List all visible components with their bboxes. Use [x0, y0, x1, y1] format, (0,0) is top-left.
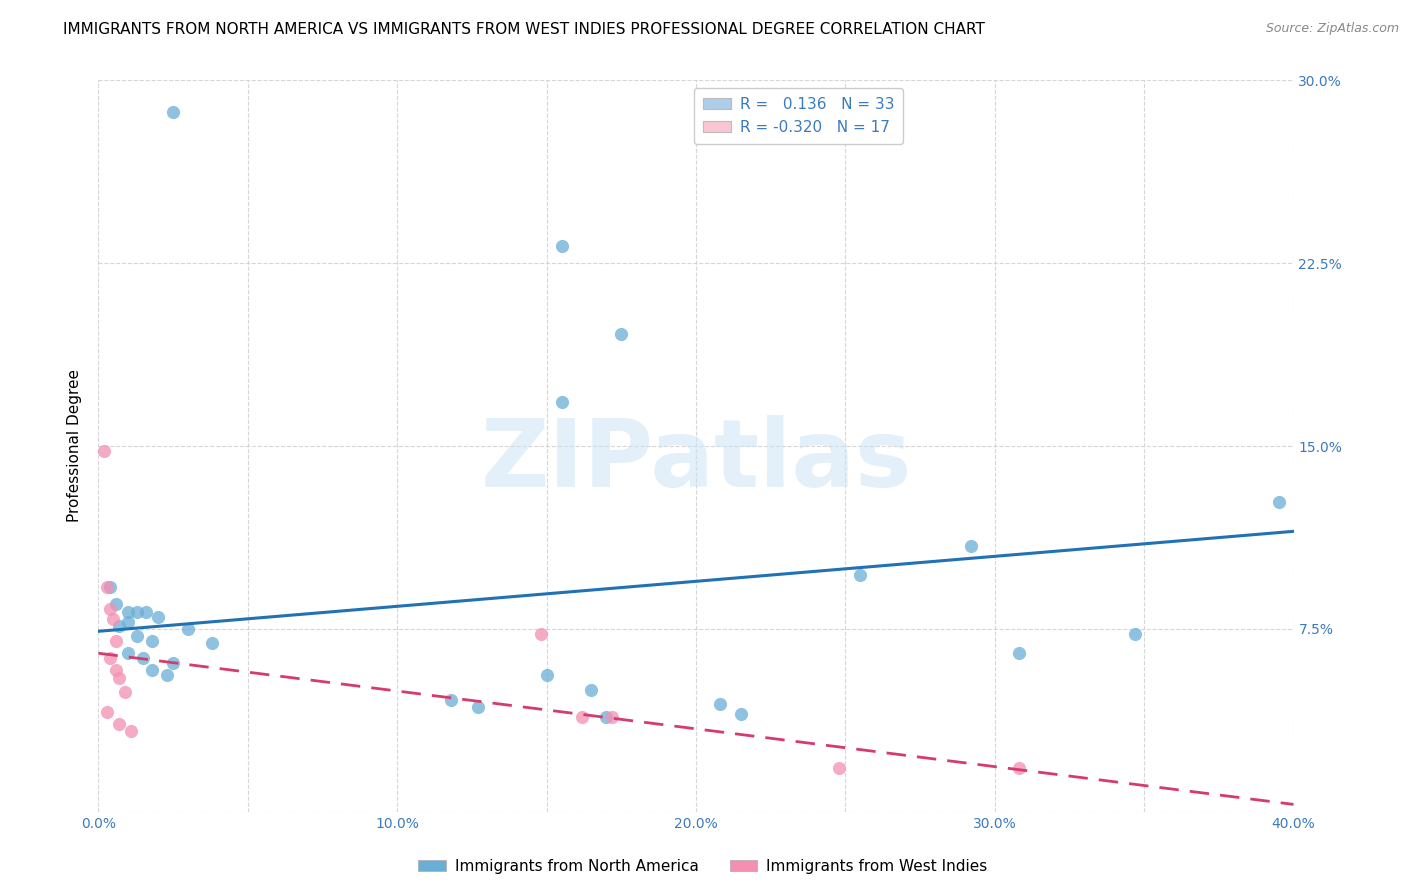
Point [536, 668, 558, 682]
Point [529, 626, 551, 640]
Point [602, 709, 624, 723]
Point [96, 705, 118, 719]
Point [467, 699, 489, 714]
Point [148, 609, 170, 624]
Point [127, 629, 149, 643]
Point [105, 663, 128, 677]
Point [1267, 495, 1289, 509]
Point [108, 671, 131, 685]
Point [571, 709, 593, 723]
Point [550, 239, 572, 253]
Point [1007, 646, 1029, 660]
Point [105, 598, 128, 612]
Text: ZIPatlas: ZIPatlas [481, 415, 911, 507]
Point [162, 656, 184, 670]
Legend: R =   0.136   N = 33, R = -0.320   N = 17: R = 0.136 N = 33, R = -0.320 N = 17 [695, 88, 904, 144]
Point [108, 717, 131, 731]
Point [162, 105, 184, 120]
Point [177, 622, 200, 636]
Point [201, 636, 224, 650]
Point [108, 619, 131, 633]
Point [114, 685, 136, 699]
Point [156, 668, 179, 682]
Point [730, 707, 752, 722]
Point [141, 663, 163, 677]
Point [100, 602, 122, 616]
Point [105, 634, 128, 648]
Point [1007, 761, 1029, 775]
Point [117, 646, 139, 660]
Point [132, 651, 155, 665]
Point [103, 612, 125, 626]
Legend: Immigrants from North America, Immigrants from West Indies: Immigrants from North America, Immigrant… [412, 853, 994, 880]
Point [100, 651, 122, 665]
Point [100, 581, 122, 595]
Point [117, 615, 139, 629]
Point [849, 568, 872, 582]
Point [828, 761, 851, 775]
Point [960, 539, 983, 553]
Point [709, 698, 731, 712]
Point [595, 709, 617, 723]
Point [581, 682, 603, 697]
Point [93, 443, 115, 458]
Point [135, 605, 157, 619]
Text: Source: ZipAtlas.com: Source: ZipAtlas.com [1265, 22, 1399, 36]
Y-axis label: Professional Degree: Professional Degree [67, 369, 83, 523]
Point [1123, 626, 1146, 640]
Point [440, 692, 463, 706]
Point [96, 581, 118, 595]
Point [610, 326, 633, 341]
Point [117, 605, 139, 619]
Point [120, 724, 142, 739]
Text: IMMIGRANTS FROM NORTH AMERICA VS IMMIGRANTS FROM WEST INDIES PROFESSIONAL DEGREE: IMMIGRANTS FROM NORTH AMERICA VS IMMIGRA… [63, 22, 986, 37]
Point [127, 605, 149, 619]
Point [141, 634, 163, 648]
Point [550, 395, 572, 409]
